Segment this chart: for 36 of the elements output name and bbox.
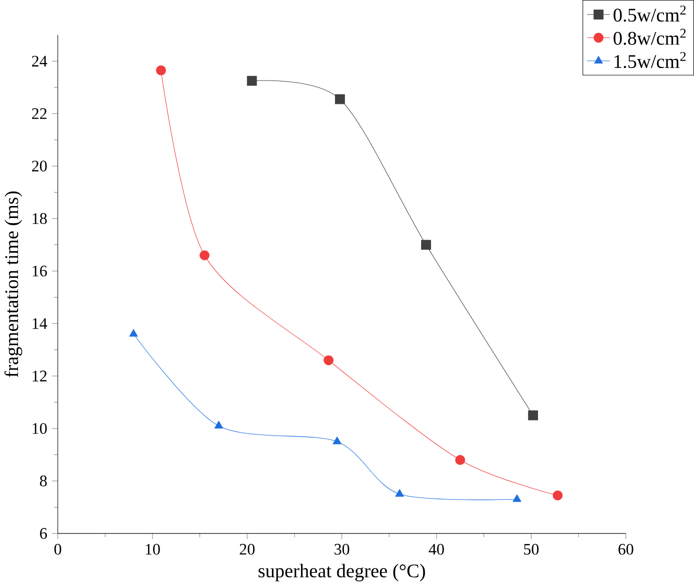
point [332,436,342,444]
y-tick-label: 14 [32,318,48,329]
point [528,410,538,420]
point [324,355,334,366]
x-tick-label: 60 [618,544,634,555]
point [455,455,466,465]
y-tick-label: 24 [32,56,48,67]
point [512,494,522,502]
x-tick-label: 20 [240,544,255,555]
y-axis-title: fragmentation time (ms) [4,192,22,378]
point [421,240,432,250]
point [129,329,138,337]
y-tick-label: 20 [32,160,47,172]
legend-label: 1.5w/cm$^{2}$ [614,52,686,68]
y-tick-label: 6 [40,528,47,539]
point [156,65,166,76]
point [200,250,210,260]
legend-label: 0.5w/cm$^{2}$ [614,6,686,22]
x-tick-label: 40 [428,544,444,555]
legend-label: 0.8w/cm$^{2}$ [614,28,686,45]
x-axis-title: superheat degree (°C) [258,564,425,582]
point [334,94,345,104]
x-tick-label: 50 [524,544,539,555]
x-tick-label: 30 [334,544,350,555]
point [214,420,224,429]
y-tick-label: 16 [32,266,47,277]
point [246,76,257,86]
x-tick-label: 0 [54,544,62,555]
y-tick-label: 18 [32,213,47,224]
point [395,489,404,497]
y-tick-label: 10 [32,423,47,434]
y-tick-label: 12 [32,370,46,382]
y-tick-label: 8 [40,476,47,486]
point [552,490,563,500]
y-tick-label: 22 [32,108,46,119]
x-tick-label: 10 [146,544,160,555]
